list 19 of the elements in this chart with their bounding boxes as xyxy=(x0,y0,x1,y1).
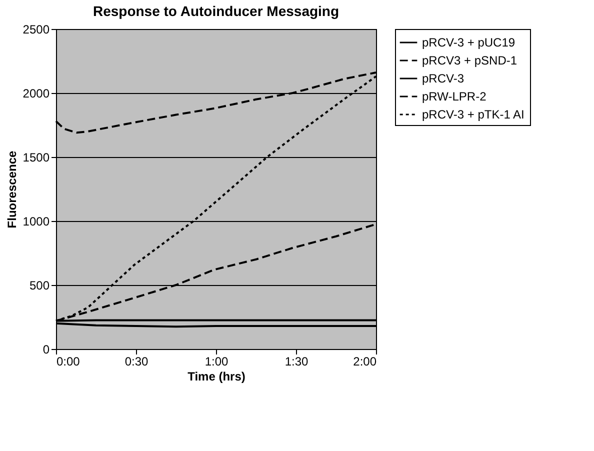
legend-label: pRCV-3 xyxy=(422,72,464,86)
x-tick-label: 0:30 xyxy=(124,354,148,368)
y-tick-label: 0 xyxy=(42,342,50,356)
y-tick-label: 1500 xyxy=(22,150,50,164)
y-tick-label: 1000 xyxy=(22,214,50,228)
y-tick-label: 500 xyxy=(29,278,50,292)
x-tick-label: 2:00 xyxy=(353,354,377,368)
legend-label: pRCV-3 + pUC19 xyxy=(422,36,516,50)
legend-label: pRW-LPR-2 xyxy=(422,90,487,104)
y-tick-label: 2000 xyxy=(22,86,50,100)
y-axis-title: Fluorescence xyxy=(4,150,19,228)
legend-label: pRCV-3 + pTK-1 AI xyxy=(422,108,524,122)
chart-title: Response to Autoinducer Messaging xyxy=(92,3,340,19)
x-axis-title: Time (hrs) xyxy=(188,370,246,384)
legend-label: pRCV3 + pSND-1 xyxy=(422,54,518,68)
x-tick-label: 1:00 xyxy=(204,354,228,368)
y-tick-label: 2500 xyxy=(22,22,50,36)
x-tick-label: 0:00 xyxy=(56,354,80,368)
x-tick-label: 1:30 xyxy=(284,354,308,368)
